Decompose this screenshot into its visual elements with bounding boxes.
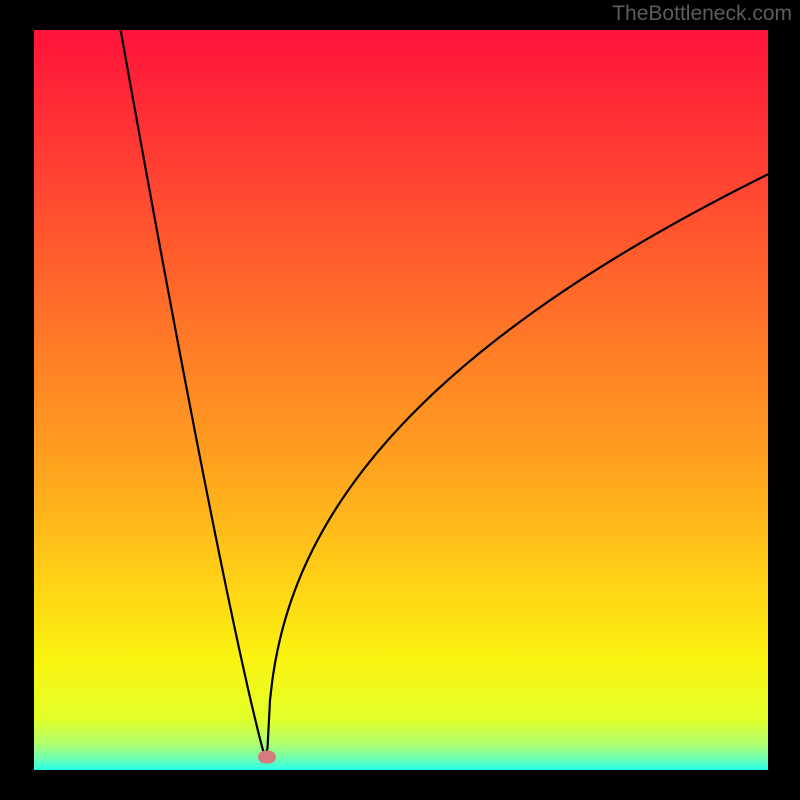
watermark-text: TheBottleneck.com [612, 2, 792, 26]
optimum-marker [258, 750, 276, 763]
bottleneck-curve [34, 30, 768, 770]
plot-background-gradient [34, 30, 768, 770]
chart-container: TheBottleneck.com [0, 0, 800, 800]
